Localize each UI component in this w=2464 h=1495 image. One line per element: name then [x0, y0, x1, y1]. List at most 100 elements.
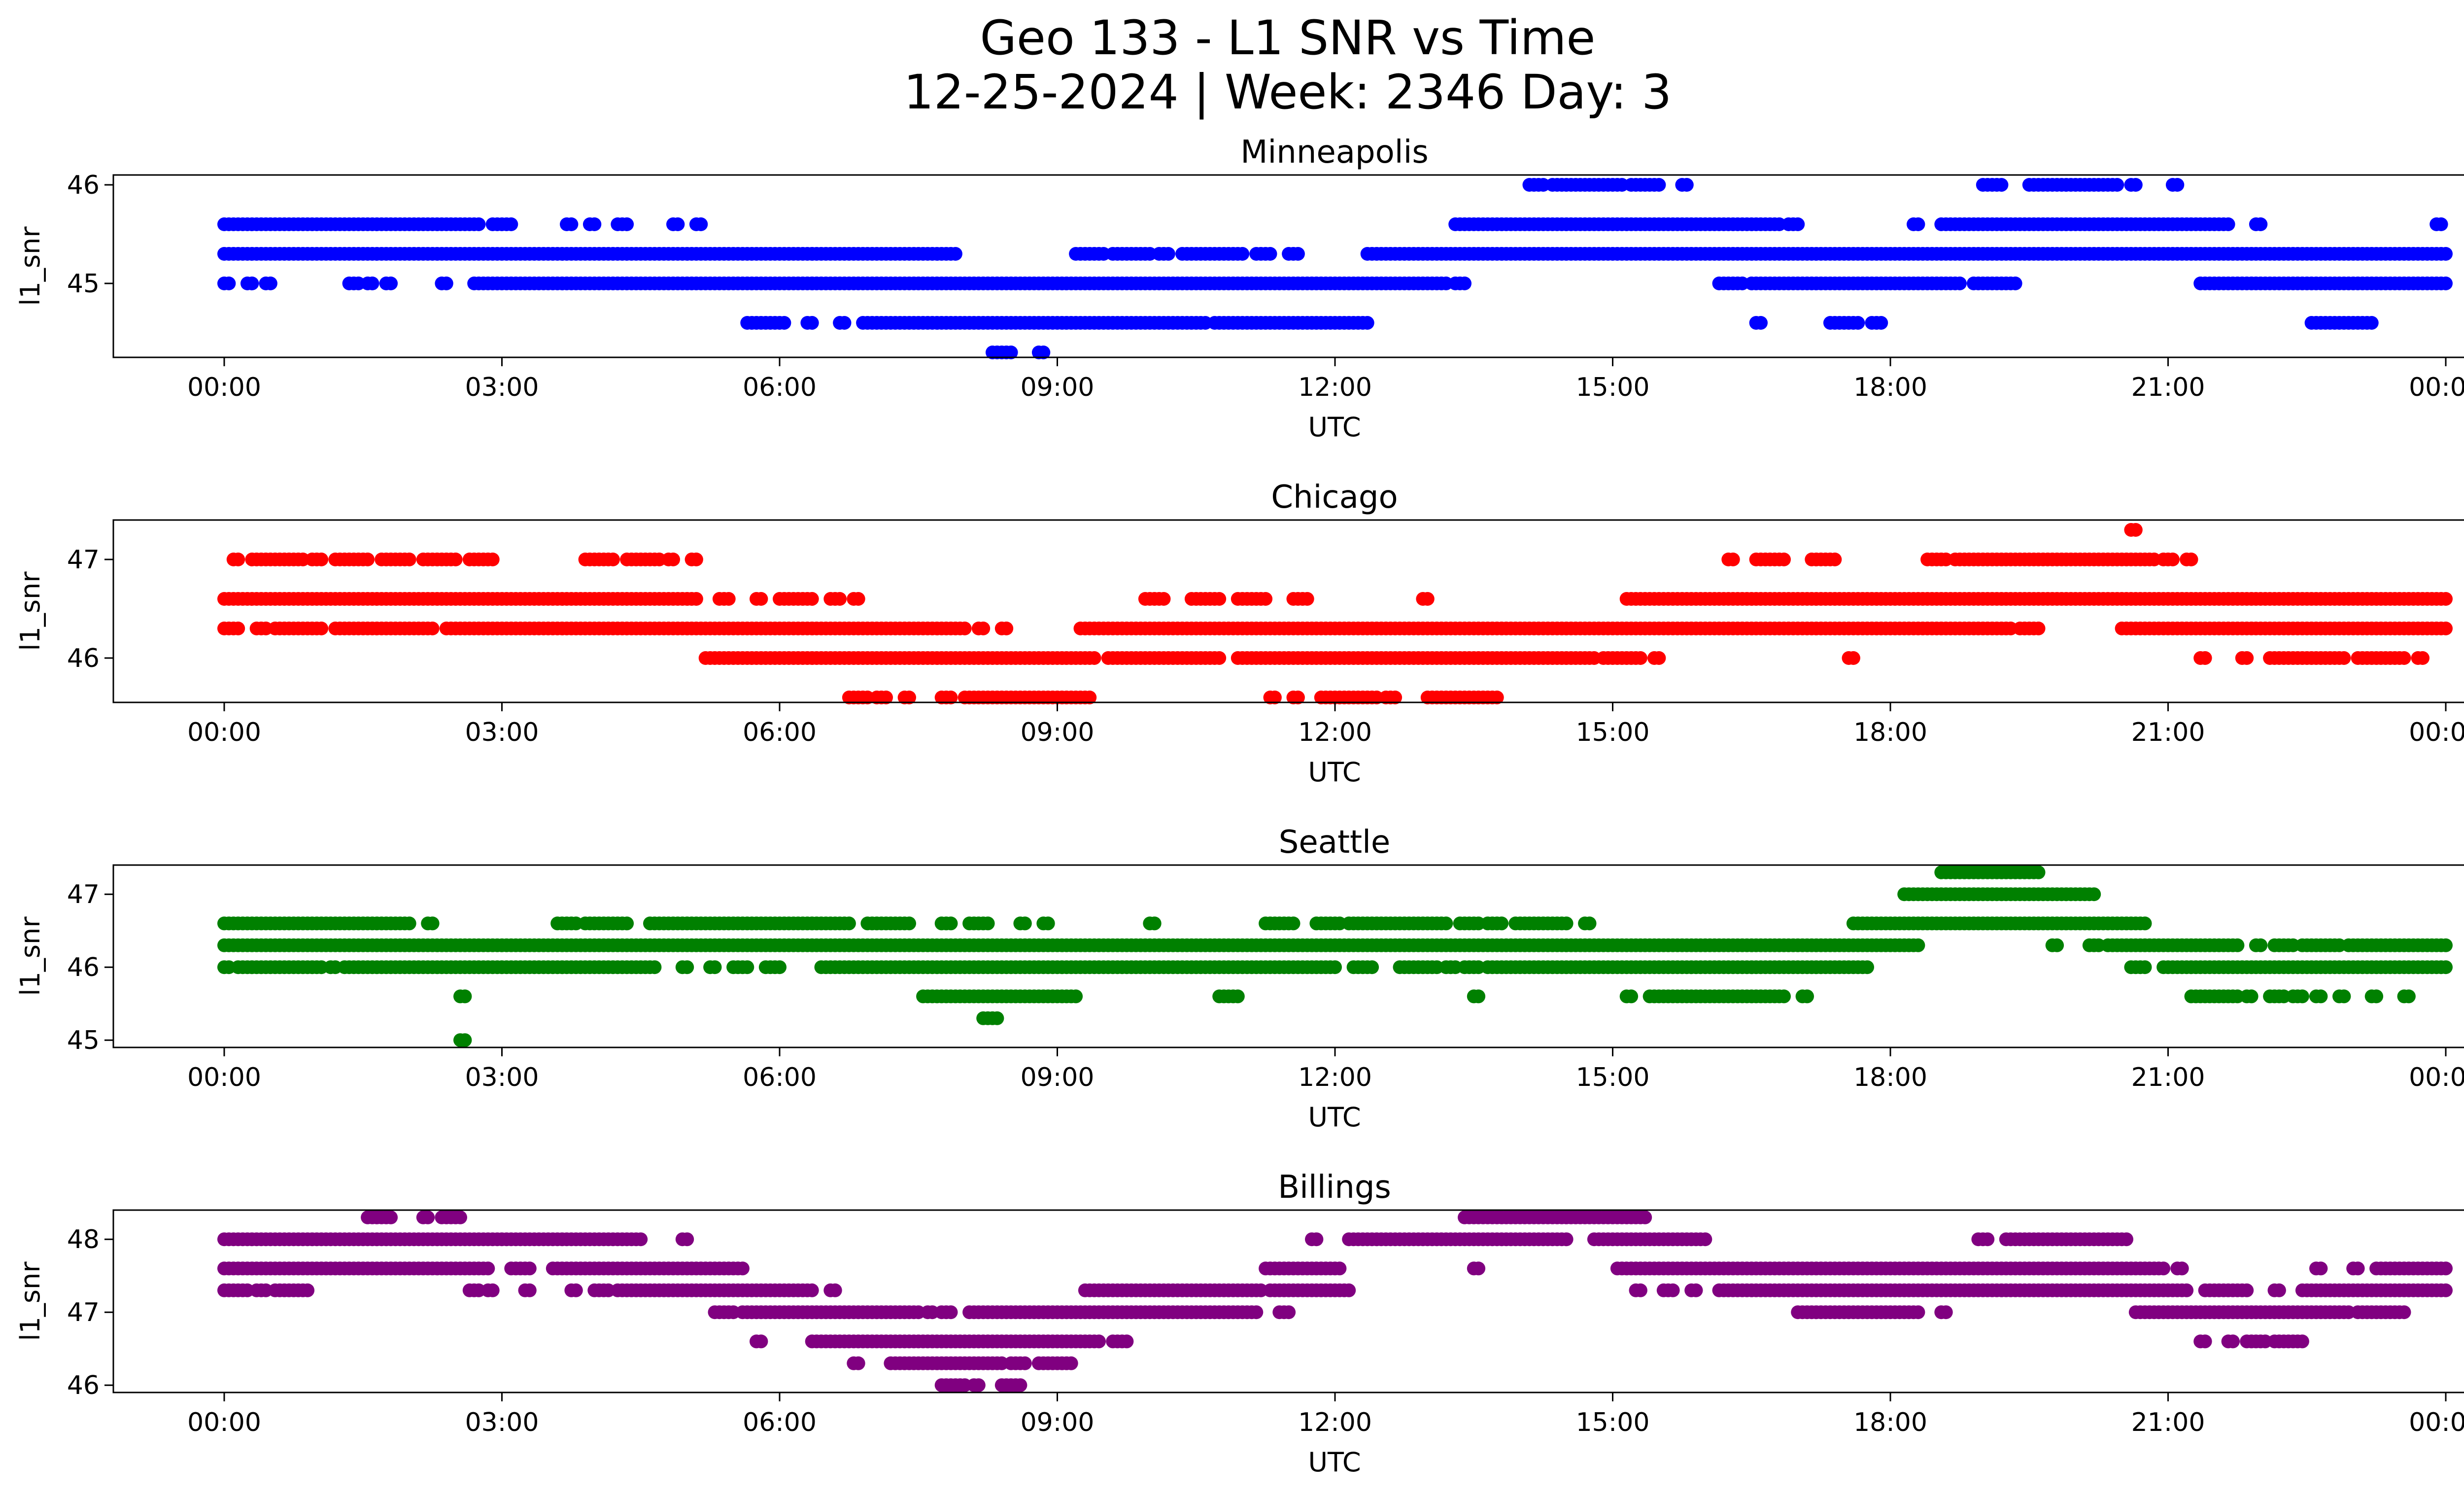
- data-point: [2254, 217, 2268, 231]
- data-point: [2439, 622, 2453, 635]
- data-point: [694, 217, 708, 231]
- data-point: [837, 316, 852, 330]
- x-tick-label: 12:00: [1298, 1063, 1372, 1092]
- data-point: [2120, 1232, 2133, 1247]
- data-point: [1777, 553, 1791, 566]
- x-tick-label: 03:00: [465, 1063, 539, 1092]
- data-point: [2439, 277, 2453, 290]
- data-point: [2439, 1283, 2453, 1297]
- x-tick-label: 21:00: [2131, 1063, 2205, 1092]
- data-point: [564, 217, 579, 231]
- data-point: [1490, 691, 1504, 704]
- x-tick-label: 18:00: [1853, 718, 1927, 747]
- x-tick-label: 18:00: [1853, 373, 1927, 402]
- y-tick-label: 46: [67, 171, 100, 200]
- data-point: [971, 1378, 986, 1392]
- data-point: [1828, 553, 1842, 566]
- data-point: [1633, 1283, 1647, 1297]
- data-point: [1267, 691, 1282, 704]
- data-point: [805, 592, 819, 606]
- data-point: [851, 1356, 865, 1370]
- data-point: [1420, 592, 1435, 606]
- x-tick-label: 03:00: [465, 718, 539, 747]
- y-axis-label: l1_snr: [15, 1261, 46, 1341]
- data-point: [2295, 1334, 2309, 1349]
- y-tick-label: 47: [67, 880, 100, 909]
- data-point: [2314, 1261, 2328, 1276]
- data-point: [1157, 592, 1171, 606]
- data-point: [805, 1283, 819, 1297]
- data-point: [1161, 247, 1175, 261]
- x-axis-label: UTC: [1308, 412, 1361, 443]
- data-point: [648, 960, 662, 974]
- data-point: [1004, 346, 1018, 359]
- data-point: [634, 1232, 648, 1247]
- data-point: [1291, 691, 1305, 704]
- x-tick-label: 15:00: [1576, 1063, 1650, 1092]
- data-point: [1092, 1334, 1106, 1349]
- data-point: [365, 277, 379, 290]
- data-point: [263, 277, 277, 290]
- data-point: [314, 622, 329, 635]
- x-tick-label: 09:00: [1021, 1408, 1095, 1437]
- data-point: [1036, 346, 1051, 359]
- data-point: [1018, 916, 1032, 931]
- data-point: [2128, 523, 2143, 537]
- data-point: [1472, 1261, 1486, 1276]
- data-point: [1360, 316, 1374, 330]
- data-point: [2138, 960, 2152, 974]
- x-axis-label: UTC: [1308, 757, 1361, 788]
- data-point: [1212, 651, 1227, 665]
- subplot-title: Seattle: [1279, 824, 1391, 861]
- data-point: [1874, 316, 1888, 330]
- data-point: [1777, 989, 1791, 1004]
- data-point: [2439, 592, 2453, 606]
- x-tick-label: 12:00: [1298, 373, 1372, 402]
- data-point: [1333, 1261, 1347, 1276]
- data-point: [1120, 1334, 1134, 1349]
- y-axis-label: l1_snr: [15, 226, 46, 306]
- data-point: [1083, 691, 1097, 704]
- data-point: [1981, 1232, 1995, 1247]
- data-point: [425, 916, 440, 931]
- data-point: [1952, 277, 1967, 290]
- data-point: [2314, 989, 2328, 1004]
- data-point: [689, 592, 703, 606]
- data-point: [902, 691, 916, 704]
- data-point: [680, 960, 694, 974]
- data-point: [1300, 592, 1314, 606]
- data-point: [944, 916, 958, 931]
- data-point: [1439, 916, 1453, 931]
- data-point: [472, 217, 486, 231]
- x-tick-label: 06:00: [743, 718, 817, 747]
- data-point: [976, 622, 991, 635]
- data-point: [1231, 989, 1245, 1004]
- data-point: [689, 553, 703, 566]
- data-point: [1263, 247, 1277, 261]
- data-point: [2272, 1283, 2286, 1297]
- data-point: [606, 553, 620, 566]
- data-point: [439, 277, 453, 290]
- data-point: [402, 553, 416, 566]
- x-tick-label: 12:00: [1298, 718, 1372, 747]
- data-point: [448, 553, 463, 566]
- data-point: [1286, 916, 1300, 931]
- x-tick-label: 09:00: [1021, 1063, 1095, 1092]
- data-point: [453, 1210, 467, 1224]
- data-point: [2434, 217, 2448, 231]
- data-points: [217, 178, 2453, 359]
- data-point: [1652, 178, 1666, 192]
- data-point: [958, 622, 972, 635]
- x-axis-label: UTC: [1308, 1102, 1361, 1133]
- data-point: [1726, 553, 1740, 566]
- data-point: [1911, 1305, 1925, 1320]
- data-point: [2221, 217, 2235, 231]
- data-point: [2170, 178, 2185, 192]
- data-point: [948, 247, 962, 261]
- data-point: [1679, 178, 1694, 192]
- data-point: [1235, 247, 1250, 261]
- x-tick-label: 09:00: [1021, 373, 1095, 402]
- data-point: [485, 1283, 500, 1297]
